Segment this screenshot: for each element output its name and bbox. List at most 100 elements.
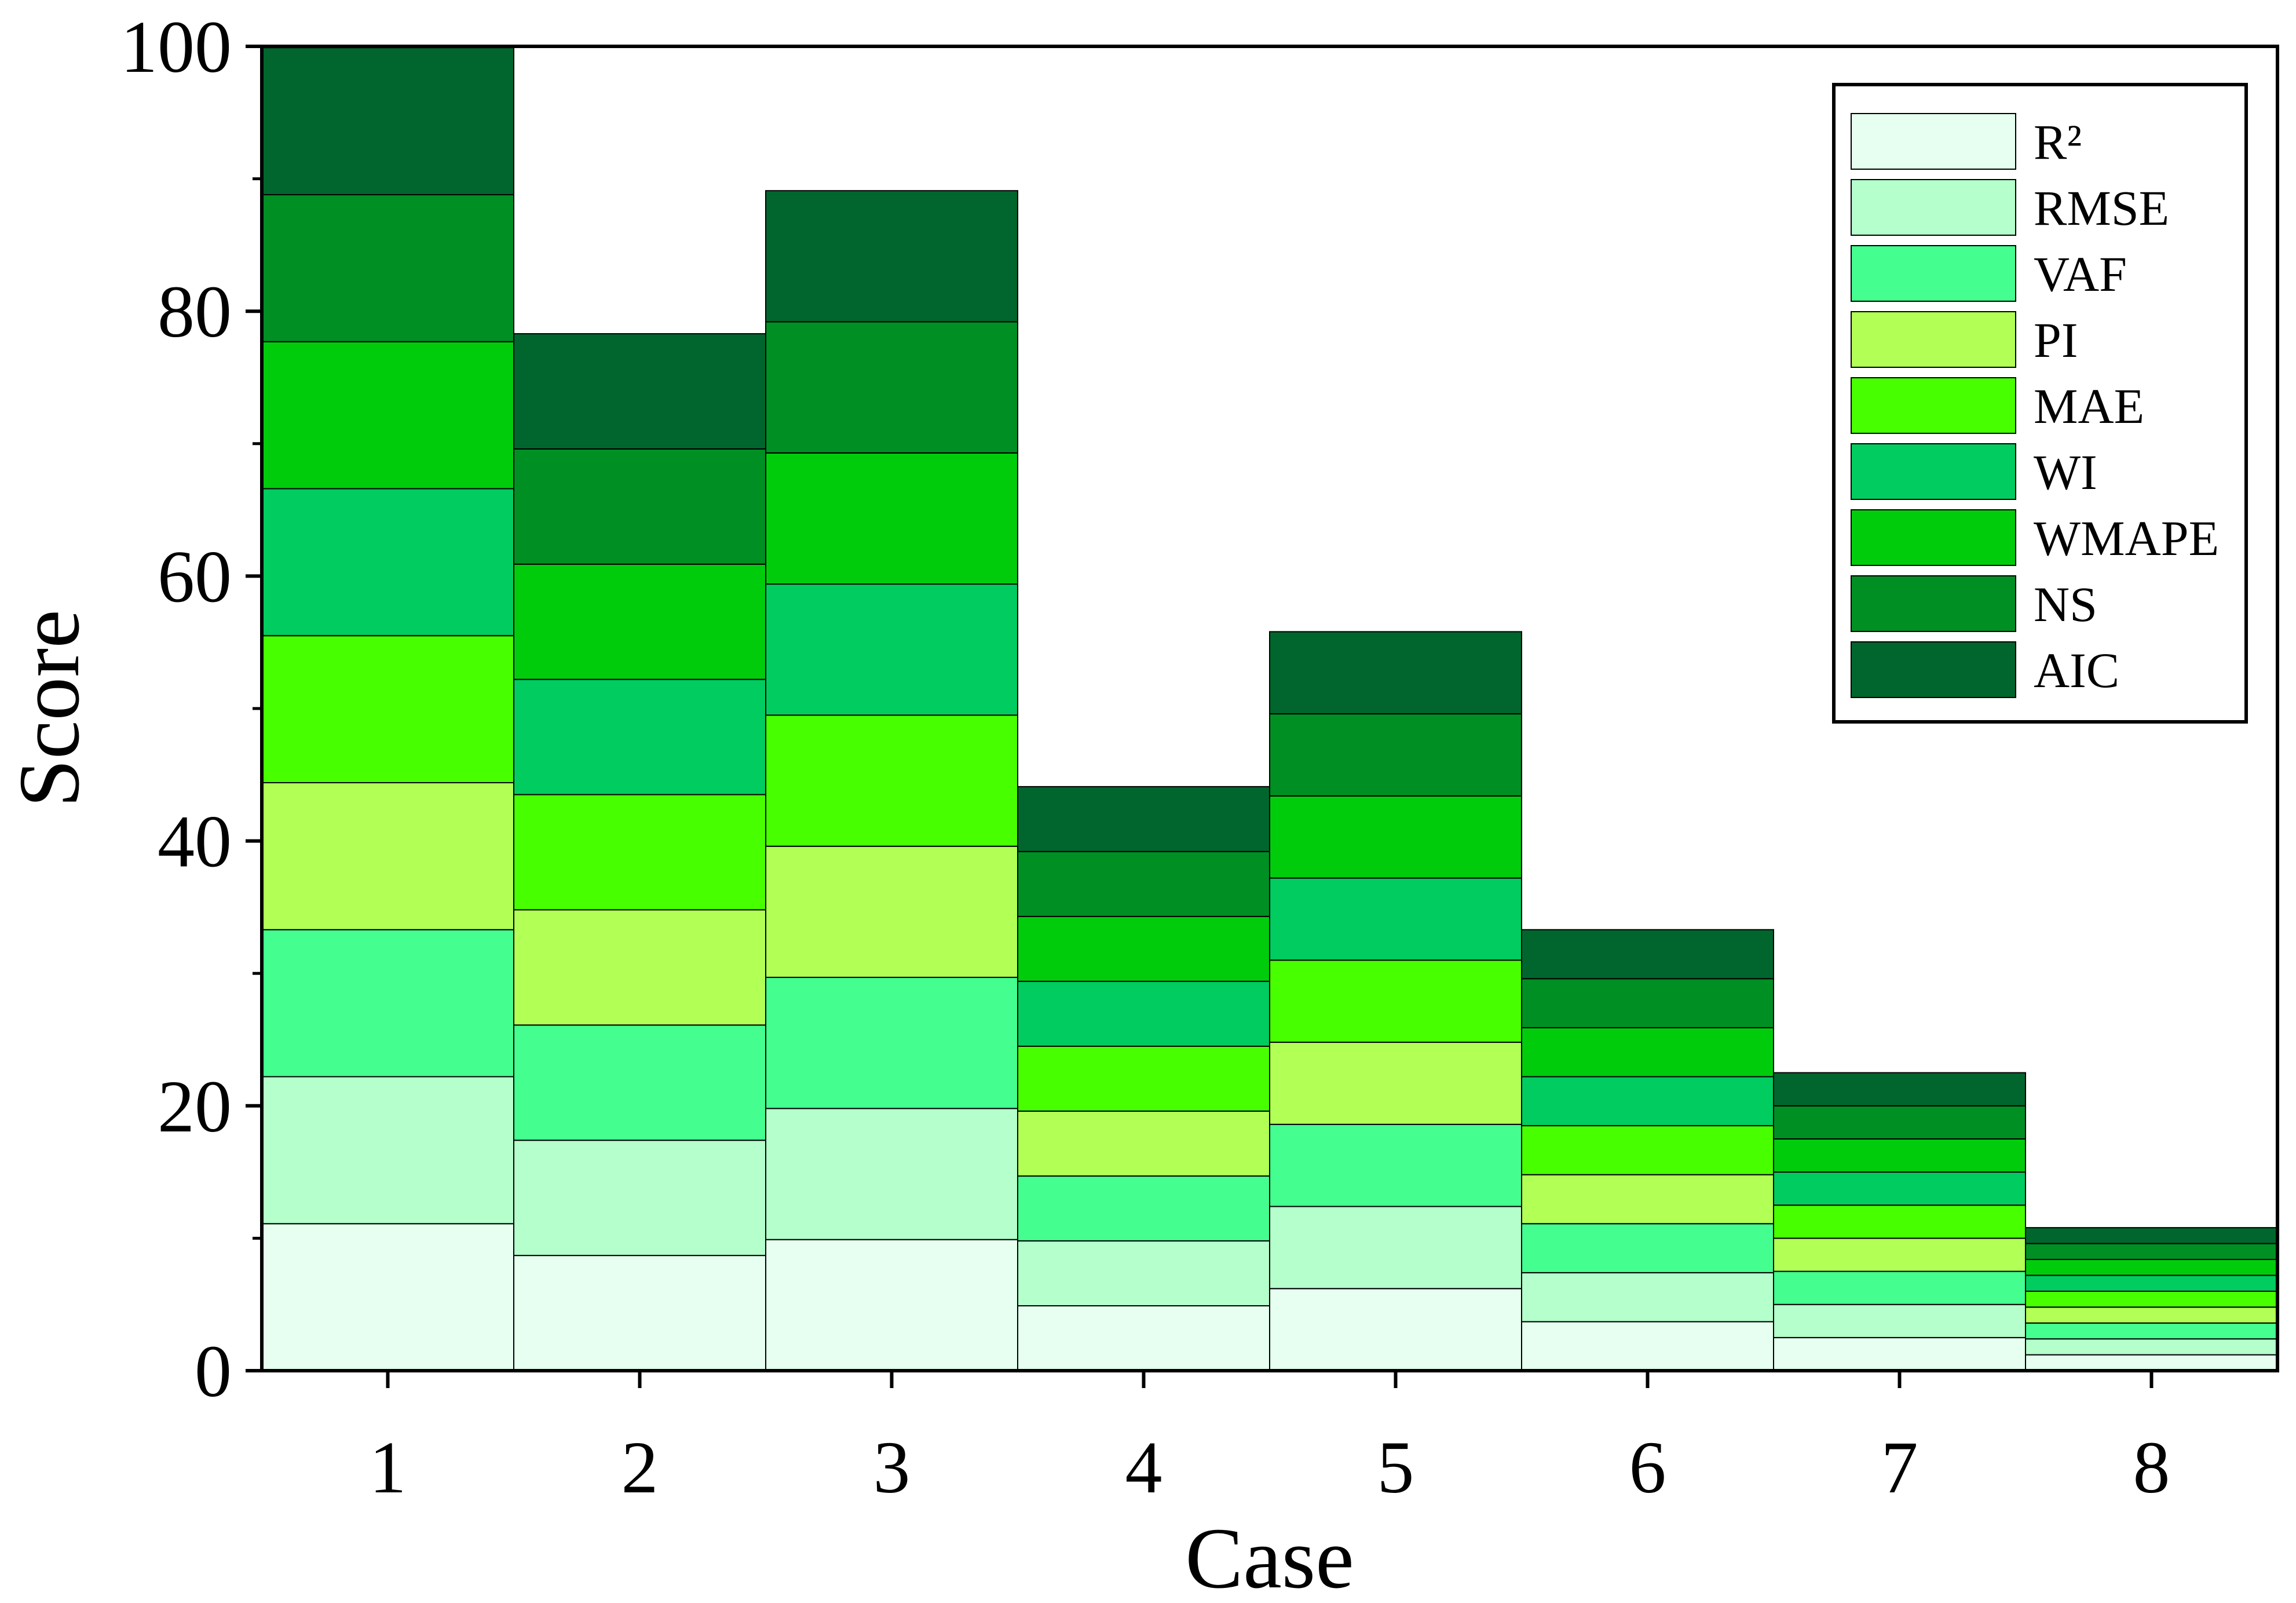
bar-case-1-wmape <box>261 341 514 490</box>
legend-swatch-ns <box>1851 575 2016 632</box>
bar-case-8-r <box>2025 1354 2278 1372</box>
bar-case-4-rmse <box>1017 1240 1270 1306</box>
bar-case-3-wi <box>765 583 1018 716</box>
bar-case-3-pi <box>765 845 1018 978</box>
bar-case-5-r <box>1269 1288 1522 1372</box>
y-axis-title: Score <box>1 609 97 808</box>
bar-case-6-rmse <box>1521 1272 1774 1323</box>
legend-swatch-r <box>1851 113 2016 170</box>
bar-case-3-ns <box>765 321 1018 454</box>
bar-case-5-aic <box>1269 631 1522 715</box>
bar-case-8-wmape <box>2025 1258 2278 1276</box>
bar-case-4-wmape <box>1017 915 1270 982</box>
bar-case-7-wmape <box>1773 1138 2026 1173</box>
bar-case-5-vaf <box>1269 1123 1522 1207</box>
bar-case-7-vaf <box>1773 1270 2026 1305</box>
x-tick-label-6: 6 <box>1629 1426 1666 1509</box>
legend: R² RMSE VAF PI MAE WI WMAPE NS AIC <box>1832 83 2248 724</box>
bar-case-5-pi <box>1269 1042 1522 1125</box>
bar-case-2-pi <box>513 909 766 1026</box>
bar-case-8-pi <box>2025 1306 2278 1324</box>
bar-case-3-wmape <box>765 452 1018 585</box>
bar-case-1-aic <box>261 47 514 196</box>
bar-case-7-mae <box>1773 1204 2026 1239</box>
bar-case-6-aic <box>1521 929 1774 980</box>
bar-case-2-aic <box>513 333 766 450</box>
bar-case-7-ns <box>1773 1105 2026 1140</box>
y-tick-label-60: 60 <box>158 535 232 618</box>
legend-swatch-aic <box>1851 641 2016 698</box>
bar-case-6-ns <box>1521 978 1774 1028</box>
bar-case-7-rmse <box>1773 1303 2026 1338</box>
legend-label-pi: PI <box>2034 312 2078 368</box>
bar-case-8-wi <box>2025 1275 2278 1292</box>
bar-case-3-vaf <box>765 977 1018 1109</box>
bar-case-1-rmse <box>261 1076 514 1225</box>
legend-swatch-rmse <box>1851 179 2016 236</box>
bar-case-4-wi <box>1017 980 1270 1047</box>
legend-label-r: R² <box>2034 114 2082 170</box>
legend-label-ns: NS <box>2034 576 2097 632</box>
y-tick-label-80: 80 <box>158 271 232 353</box>
bar-case-8-vaf <box>2025 1322 2278 1340</box>
y-tick-label-0: 0 <box>195 1330 232 1412</box>
bar-case-4-ns <box>1017 850 1270 917</box>
legend-label-rmse: RMSE <box>2034 180 2169 236</box>
x-tick-label-7: 7 <box>1881 1426 1918 1509</box>
legend-label-mae: MAE <box>2034 378 2144 434</box>
legend-swatch-pi <box>1851 311 2016 368</box>
legend-swatch-vaf <box>1851 245 2016 302</box>
bar-case-2-vaf <box>513 1024 766 1141</box>
bar-case-7-wi <box>1773 1171 2026 1206</box>
bar-case-6-mae <box>1521 1125 1774 1175</box>
bar-case-6-r <box>1521 1321 1774 1371</box>
bar-case-4-vaf <box>1017 1175 1270 1241</box>
bar-case-1-r <box>261 1223 514 1371</box>
bar-case-8-rmse <box>2025 1338 2278 1356</box>
bar-case-6-wi <box>1521 1076 1774 1127</box>
bar-case-2-wi <box>513 678 766 795</box>
bar-case-5-ns <box>1269 713 1522 797</box>
legend-label-aic: AIC <box>2034 642 2119 698</box>
x-tick-label-3: 3 <box>873 1426 911 1509</box>
bar-case-4-aic <box>1017 786 1270 852</box>
bar-case-7-pi <box>1773 1237 2026 1272</box>
bar-case-4-pi <box>1017 1110 1270 1177</box>
bar-case-5-wi <box>1269 877 1522 961</box>
bar-case-8-mae <box>2025 1290 2278 1308</box>
legend-label-vaf: VAF <box>2034 246 2127 302</box>
legend-swatch-mae <box>1851 377 2016 434</box>
bar-case-2-r <box>513 1255 766 1371</box>
bar-case-4-r <box>1017 1305 1270 1372</box>
bar-case-6-pi <box>1521 1174 1774 1225</box>
bar-case-4-mae <box>1017 1045 1270 1112</box>
x-tick-label-4: 4 <box>1125 1426 1162 1509</box>
bar-case-3-rmse <box>765 1108 1018 1240</box>
bar-case-1-wi <box>261 488 514 637</box>
y-tick-label-40: 40 <box>158 801 232 883</box>
bar-case-1-vaf <box>261 929 514 1078</box>
axes-layer: 0 20 40 60 80 100 1 2 3 4 5 6 7 8 <box>120 6 2170 1509</box>
y-tick-label-20: 20 <box>158 1065 232 1148</box>
legend-swatch-wi <box>1851 443 2016 500</box>
bar-case-2-rmse <box>513 1140 766 1257</box>
x-tick-label-5: 5 <box>1377 1426 1414 1509</box>
bar-case-8-aic <box>2025 1227 2278 1244</box>
bar-case-5-wmape <box>1269 795 1522 879</box>
y-tick-label-100: 100 <box>120 6 232 88</box>
legend-swatch-wmape <box>1851 509 2016 566</box>
bar-case-7-aic <box>1773 1072 2026 1107</box>
bar-case-8-ns <box>2025 1243 2278 1260</box>
bar-case-3-aic <box>765 190 1018 323</box>
bar-case-1-ns <box>261 194 514 342</box>
bar-case-3-r <box>765 1239 1018 1372</box>
bar-case-5-rmse <box>1269 1206 1522 1290</box>
x-tick-label-8: 8 <box>2133 1426 2170 1509</box>
bar-case-3-mae <box>765 714 1018 847</box>
bar-case-1-pi <box>261 782 514 930</box>
legend-label-wmape: WMAPE <box>2034 510 2219 566</box>
bar-case-6-wmape <box>1521 1027 1774 1078</box>
x-axis-title: Case <box>1185 1510 1354 1603</box>
legend-label-wi: WI <box>2034 444 2097 500</box>
